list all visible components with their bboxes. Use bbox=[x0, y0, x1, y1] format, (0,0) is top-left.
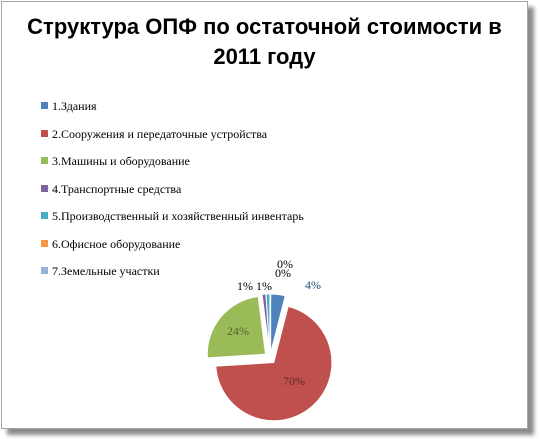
pie-chart: 4%70%24%1% 1%0%0% bbox=[207, 257, 333, 422]
data-label-machinery: 24% bbox=[227, 324, 249, 338]
legend-swatch bbox=[41, 102, 48, 109]
legend-entry-buildings: 1.Здания bbox=[41, 99, 304, 127]
legend-swatch bbox=[41, 129, 48, 137]
chart-title: Структура ОПФ по остаточной стоимости в … bbox=[27, 14, 502, 69]
pie-slice-machinery bbox=[207, 296, 266, 359]
legend-entry-inventory: 5.Производственный и хозяйственный инвен… bbox=[41, 209, 304, 237]
legend-swatch bbox=[41, 157, 48, 164]
legend-swatch bbox=[41, 267, 48, 274]
legend-label: 2.Сооружения и передаточные устройства bbox=[52, 126, 268, 141]
data-label-vehicles: 1% bbox=[237, 279, 253, 293]
data-label-office-equipment: 0% bbox=[275, 266, 291, 280]
legend-swatch bbox=[41, 212, 48, 219]
legend-label: 5.Производственный и хозяйственный инвен… bbox=[52, 209, 304, 223]
legend-label: 6.Офисное оборудование bbox=[52, 236, 181, 251]
data-label-land: 0% bbox=[277, 257, 293, 271]
pie-slice-land bbox=[269, 293, 272, 353]
data-label-structures: 70% bbox=[283, 374, 305, 388]
legend-entry-office-equipment: 6.Офисное оборудование bbox=[41, 237, 304, 265]
chart-area: Структура ОПФ по остаточной стоимости в … bbox=[1, 1, 528, 429]
pie-slice-structures bbox=[215, 305, 333, 422]
legend-label: 3.Машины и оборудование bbox=[52, 154, 190, 168]
legend-entry-land: 7.Земельные участки bbox=[41, 264, 304, 292]
legend-label: 7.Земельные участки bbox=[52, 264, 160, 278]
data-label-buildings: 4% bbox=[305, 278, 321, 292]
legend-swatch bbox=[41, 239, 48, 247]
legend-label: 1.Здания bbox=[52, 99, 97, 113]
legend-swatch bbox=[41, 184, 48, 192]
data-label-inventory: 1% bbox=[256, 279, 272, 293]
legend-label: 4.Транспортные средства bbox=[52, 181, 182, 196]
legend-entry-machinery: 3.Машины и оборудование bbox=[41, 154, 304, 182]
legend-entry-vehicles: 4.Транспортные средства bbox=[41, 182, 304, 210]
legend-entry-structures: 2.Сооружения и передаточные устройства bbox=[41, 127, 304, 155]
legend: 1.Здания 2.Сооружения и передаточные уст… bbox=[41, 99, 304, 292]
